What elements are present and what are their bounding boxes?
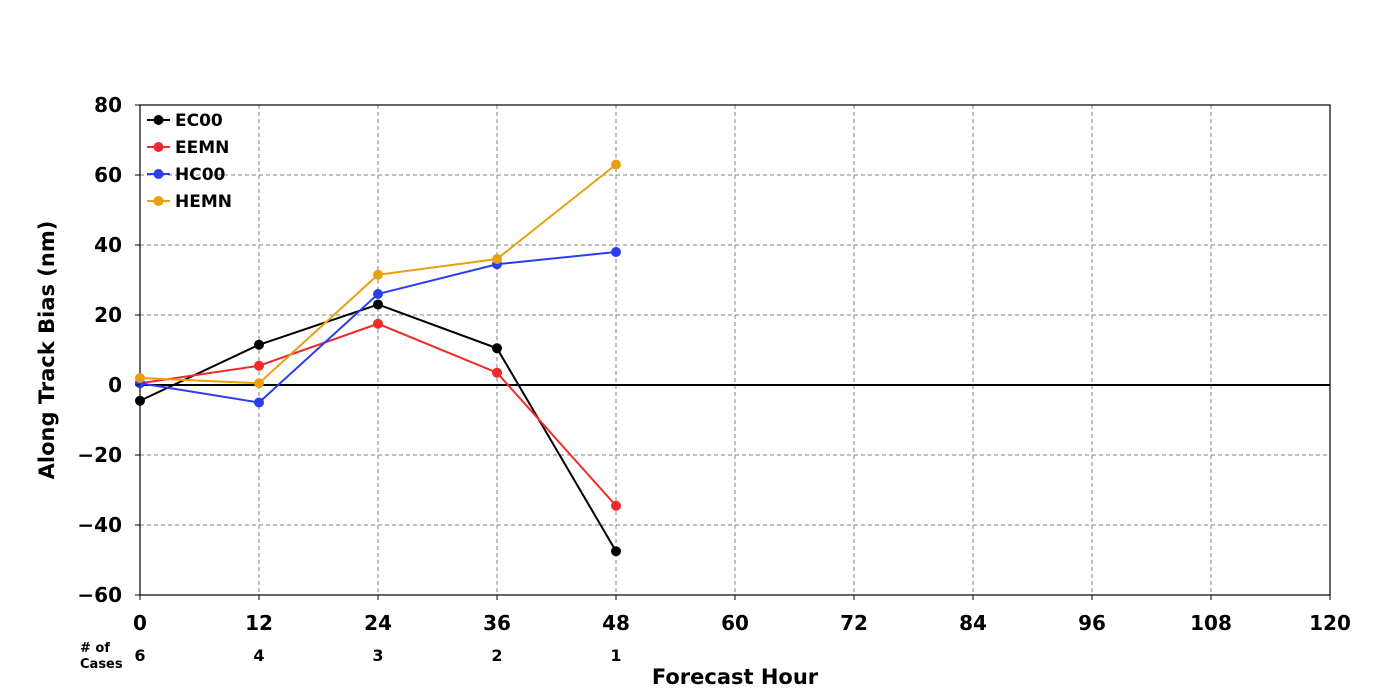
legend-marker (153, 142, 164, 152)
legend-item-hc00: HC00 (147, 165, 226, 185)
data-point (611, 159, 621, 170)
x-tick-label: 48 (602, 611, 630, 635)
y-axis-title: Along Track Bias (nm) (35, 221, 59, 480)
data-point (373, 299, 383, 310)
data-point (254, 397, 264, 408)
cases-value: 1 (610, 646, 621, 665)
data-point (492, 343, 502, 354)
y-tick-label: 60 (94, 163, 122, 187)
data-point (373, 289, 383, 299)
y-tick-label: 20 (94, 303, 122, 327)
data-point (254, 360, 264, 371)
data-point (492, 367, 502, 378)
y-tick-labels: 80 60 40 20 0 −20 −40 −60 (77, 93, 140, 607)
y-tick-label: −60 (77, 583, 122, 607)
data-point (611, 247, 621, 257)
x-tick-label: 36 (483, 611, 511, 635)
data-point (492, 254, 502, 264)
y-tick-label: −40 (77, 513, 122, 537)
x-tick-label: 0 (133, 611, 147, 635)
data-point (373, 269, 383, 280)
legend-item-ec00: EC00 (147, 111, 223, 131)
legend-marker (153, 169, 164, 179)
x-tick-label: 12 (245, 611, 273, 635)
series-hc00 (135, 247, 621, 408)
x-tick-label: 108 (1190, 611, 1232, 635)
y-tick-label: 40 (94, 233, 122, 257)
cases-value: 6 (134, 646, 145, 665)
data-point (611, 546, 621, 557)
cases-value: 4 (253, 646, 264, 665)
legend-marker (153, 196, 164, 206)
legend-label: EC00 (175, 111, 223, 131)
y-tick-label: −20 (77, 443, 122, 467)
legend-marker (153, 115, 164, 125)
x-tick-label: 120 (1309, 611, 1351, 635)
data-point (254, 339, 264, 350)
cases-label-line2: Cases (80, 657, 123, 672)
legend-label: EEMN (175, 138, 229, 158)
legend-label: HC00 (175, 165, 226, 185)
data-point (254, 378, 264, 389)
data-point (135, 395, 145, 406)
data-point (611, 500, 621, 511)
x-tick-label: 60 (721, 611, 749, 635)
data-point (373, 318, 383, 329)
series-layer (135, 159, 621, 557)
x-axis-title: Forecast Hour (652, 665, 819, 689)
x-tick-label: 72 (840, 611, 868, 635)
cases-values: 6 4 3 2 1 (134, 646, 621, 665)
x-tick-labels: 0 12 24 36 48 60 72 84 96 108 120 (133, 595, 1351, 635)
legend: EC00 EEMN HC00 HEMN (147, 111, 232, 212)
cases-value: 3 (372, 646, 383, 665)
grid-lines (140, 105, 1330, 595)
y-tick-label: 0 (108, 373, 122, 397)
y-tick-label: 80 (94, 93, 122, 117)
legend-item-eemn: EEMN (147, 138, 229, 158)
legend-item-hemn: HEMN (147, 192, 232, 212)
x-tick-label: 84 (959, 611, 987, 635)
legend-label: HEMN (175, 192, 232, 212)
data-point (135, 373, 145, 383)
x-tick-label: 24 (364, 611, 392, 635)
series-hemn (135, 159, 621, 389)
cases-label-line1: # of (80, 641, 110, 656)
cases-value: 2 (491, 646, 502, 665)
x-tick-label: 96 (1078, 611, 1106, 635)
